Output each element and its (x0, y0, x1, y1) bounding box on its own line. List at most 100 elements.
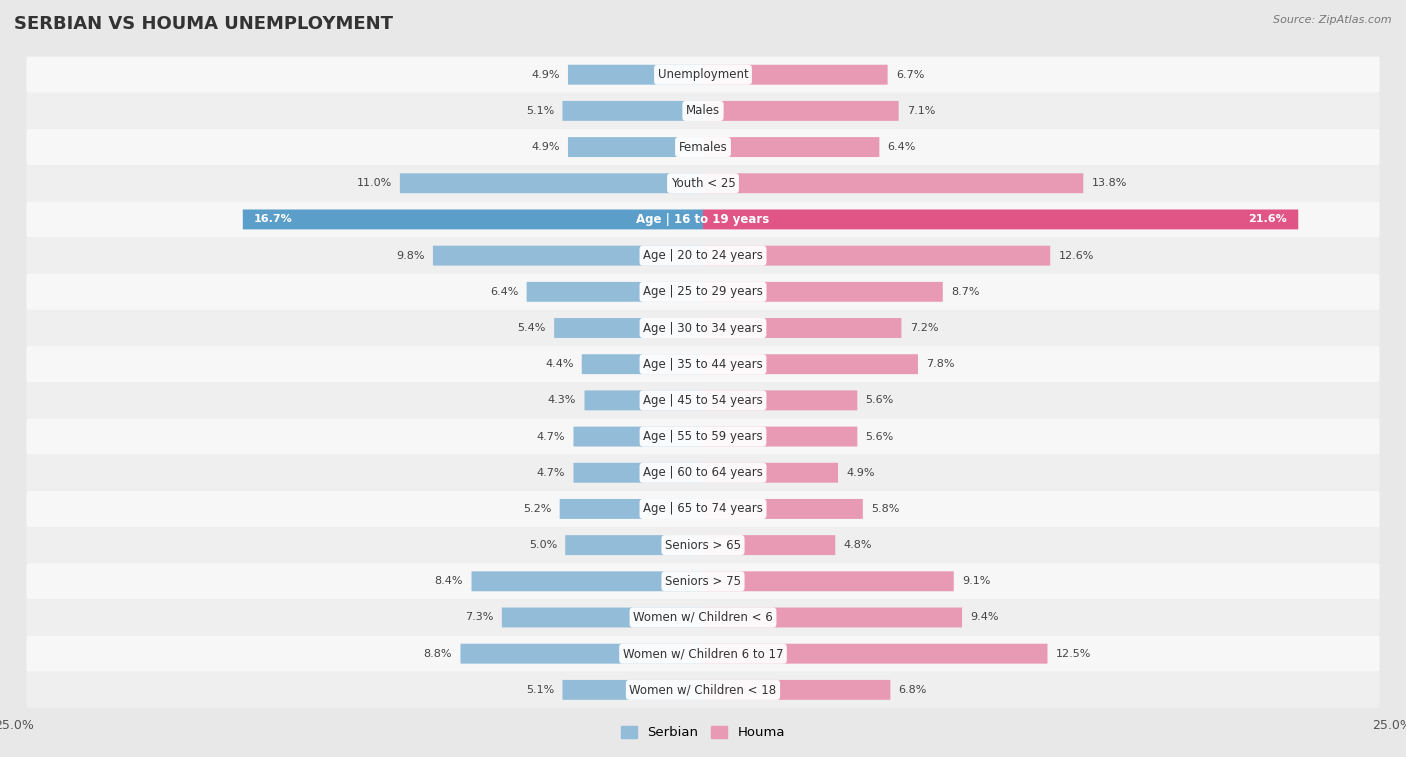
FancyBboxPatch shape (703, 318, 901, 338)
FancyBboxPatch shape (703, 210, 1298, 229)
Text: Unemployment: Unemployment (658, 68, 748, 81)
FancyBboxPatch shape (502, 608, 703, 628)
FancyBboxPatch shape (703, 535, 835, 555)
FancyBboxPatch shape (27, 563, 1379, 600)
Text: 4.9%: 4.9% (531, 70, 560, 79)
Text: 4.9%: 4.9% (531, 142, 560, 152)
Text: SERBIAN VS HOUMA UNEMPLOYMENT: SERBIAN VS HOUMA UNEMPLOYMENT (14, 15, 394, 33)
FancyBboxPatch shape (703, 427, 858, 447)
Text: 7.1%: 7.1% (907, 106, 935, 116)
Text: 11.0%: 11.0% (356, 178, 392, 188)
FancyBboxPatch shape (703, 354, 918, 374)
FancyBboxPatch shape (27, 93, 1379, 129)
Text: 4.9%: 4.9% (846, 468, 875, 478)
FancyBboxPatch shape (568, 65, 703, 85)
Text: 9.8%: 9.8% (396, 251, 425, 260)
Text: 9.1%: 9.1% (962, 576, 990, 587)
Text: 8.8%: 8.8% (423, 649, 453, 659)
FancyBboxPatch shape (243, 210, 703, 229)
Text: 7.8%: 7.8% (927, 359, 955, 369)
Text: Age | 60 to 64 years: Age | 60 to 64 years (643, 466, 763, 479)
FancyBboxPatch shape (703, 499, 863, 519)
FancyBboxPatch shape (27, 57, 1379, 93)
Text: 6.8%: 6.8% (898, 685, 927, 695)
FancyBboxPatch shape (461, 643, 703, 664)
FancyBboxPatch shape (703, 680, 890, 699)
FancyBboxPatch shape (27, 310, 1379, 346)
FancyBboxPatch shape (27, 600, 1379, 636)
FancyBboxPatch shape (27, 346, 1379, 382)
Text: Age | 30 to 34 years: Age | 30 to 34 years (643, 322, 763, 335)
Text: 6.7%: 6.7% (896, 70, 924, 79)
FancyBboxPatch shape (560, 499, 703, 519)
Text: 8.7%: 8.7% (950, 287, 980, 297)
Text: Age | 45 to 54 years: Age | 45 to 54 years (643, 394, 763, 407)
FancyBboxPatch shape (703, 608, 962, 628)
FancyBboxPatch shape (27, 527, 1379, 563)
Text: Source: ZipAtlas.com: Source: ZipAtlas.com (1274, 15, 1392, 25)
Text: 6.4%: 6.4% (489, 287, 519, 297)
FancyBboxPatch shape (568, 137, 703, 157)
Text: 4.7%: 4.7% (537, 431, 565, 441)
Text: 6.4%: 6.4% (887, 142, 917, 152)
FancyBboxPatch shape (703, 391, 858, 410)
Text: Age | 20 to 24 years: Age | 20 to 24 years (643, 249, 763, 262)
Legend: Serbian, Houma: Serbian, Houma (616, 721, 790, 744)
FancyBboxPatch shape (27, 491, 1379, 527)
Text: 5.8%: 5.8% (872, 504, 900, 514)
Text: Age | 65 to 74 years: Age | 65 to 74 years (643, 503, 763, 516)
FancyBboxPatch shape (471, 572, 703, 591)
Text: 5.6%: 5.6% (866, 431, 894, 441)
Text: 5.6%: 5.6% (866, 395, 894, 406)
Text: Seniors > 75: Seniors > 75 (665, 575, 741, 587)
Text: Women w/ Children < 6: Women w/ Children < 6 (633, 611, 773, 624)
Text: 9.4%: 9.4% (970, 612, 998, 622)
Text: 21.6%: 21.6% (1249, 214, 1288, 224)
Text: 7.2%: 7.2% (910, 323, 938, 333)
FancyBboxPatch shape (562, 680, 703, 699)
Text: 12.6%: 12.6% (1059, 251, 1094, 260)
FancyBboxPatch shape (703, 572, 953, 591)
Text: 5.1%: 5.1% (526, 106, 554, 116)
Text: Age | 16 to 19 years: Age | 16 to 19 years (637, 213, 769, 226)
FancyBboxPatch shape (27, 636, 1379, 671)
Text: 5.2%: 5.2% (523, 504, 551, 514)
Text: 16.7%: 16.7% (254, 214, 292, 224)
Text: Age | 55 to 59 years: Age | 55 to 59 years (643, 430, 763, 443)
FancyBboxPatch shape (703, 137, 879, 157)
FancyBboxPatch shape (703, 65, 887, 85)
Text: 4.4%: 4.4% (546, 359, 574, 369)
Text: Females: Females (679, 141, 727, 154)
FancyBboxPatch shape (582, 354, 703, 374)
FancyBboxPatch shape (554, 318, 703, 338)
FancyBboxPatch shape (703, 643, 1047, 664)
Text: Women w/ Children 6 to 17: Women w/ Children 6 to 17 (623, 647, 783, 660)
FancyBboxPatch shape (27, 455, 1379, 491)
FancyBboxPatch shape (703, 463, 838, 483)
FancyBboxPatch shape (703, 282, 943, 302)
FancyBboxPatch shape (703, 173, 1083, 193)
FancyBboxPatch shape (27, 238, 1379, 274)
FancyBboxPatch shape (27, 382, 1379, 419)
FancyBboxPatch shape (565, 535, 703, 555)
Text: 4.8%: 4.8% (844, 540, 872, 550)
FancyBboxPatch shape (27, 671, 1379, 708)
FancyBboxPatch shape (574, 427, 703, 447)
FancyBboxPatch shape (27, 201, 1379, 238)
FancyBboxPatch shape (562, 101, 703, 121)
FancyBboxPatch shape (433, 246, 703, 266)
Text: Seniors > 65: Seniors > 65 (665, 539, 741, 552)
FancyBboxPatch shape (27, 274, 1379, 310)
Text: Youth < 25: Youth < 25 (671, 177, 735, 190)
Text: 13.8%: 13.8% (1091, 178, 1128, 188)
FancyBboxPatch shape (527, 282, 703, 302)
FancyBboxPatch shape (27, 129, 1379, 165)
Text: Age | 35 to 44 years: Age | 35 to 44 years (643, 358, 763, 371)
Text: 12.5%: 12.5% (1056, 649, 1091, 659)
FancyBboxPatch shape (574, 463, 703, 483)
Text: 5.1%: 5.1% (526, 685, 554, 695)
Text: Males: Males (686, 104, 720, 117)
FancyBboxPatch shape (703, 101, 898, 121)
Text: Age | 25 to 29 years: Age | 25 to 29 years (643, 285, 763, 298)
FancyBboxPatch shape (27, 165, 1379, 201)
